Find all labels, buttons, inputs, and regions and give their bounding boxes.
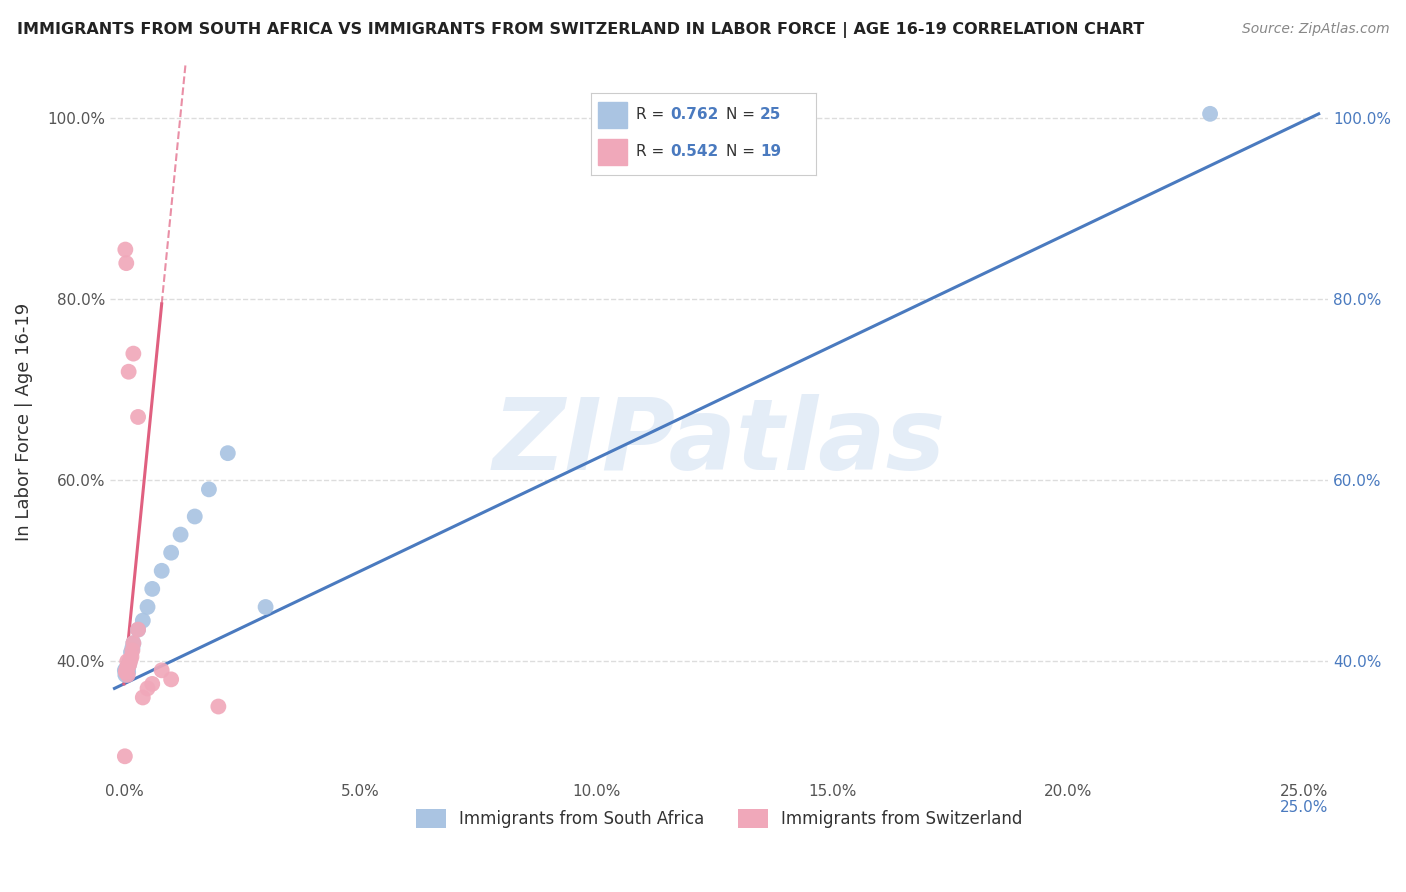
Point <box>114 668 136 682</box>
Point <box>115 663 138 677</box>
Point <box>120 652 142 666</box>
Point <box>120 645 142 659</box>
Point <box>117 658 139 673</box>
Point <box>1199 107 1222 121</box>
Point <box>118 654 141 668</box>
Point <box>127 409 149 424</box>
Point <box>115 661 138 675</box>
Point <box>141 582 163 596</box>
Legend: Immigrants from South Africa, Immigrants from Switzerland: Immigrants from South Africa, Immigrants… <box>409 802 1029 835</box>
Point <box>127 623 149 637</box>
Point <box>122 346 145 360</box>
Point <box>115 661 138 675</box>
Point <box>121 640 143 655</box>
Point <box>169 527 191 541</box>
Point <box>127 623 149 637</box>
Point <box>122 636 145 650</box>
Point <box>117 668 139 682</box>
Point <box>115 665 138 679</box>
Point <box>121 643 143 657</box>
Point <box>121 649 143 664</box>
Point <box>118 656 141 670</box>
Text: IMMIGRANTS FROM SOUTH AFRICA VS IMMIGRANTS FROM SWITZERLAND IN LABOR FORCE | AGE: IMMIGRANTS FROM SOUTH AFRICA VS IMMIGRAN… <box>17 22 1144 38</box>
Point <box>160 546 183 560</box>
Point <box>115 662 138 676</box>
Point <box>114 243 136 257</box>
Point <box>198 483 221 497</box>
Point <box>150 663 173 677</box>
Text: ZIPatlas: ZIPatlas <box>492 394 945 491</box>
Point <box>217 446 239 460</box>
Text: Source: ZipAtlas.com: Source: ZipAtlas.com <box>1241 22 1389 37</box>
Point <box>114 665 136 680</box>
Point <box>115 256 138 270</box>
Point <box>141 677 163 691</box>
Point <box>117 658 139 673</box>
Point <box>132 690 155 705</box>
Point <box>115 654 138 668</box>
Text: 25.0%: 25.0% <box>1281 800 1329 814</box>
Point <box>114 665 136 680</box>
Y-axis label: In Labor Force | Age 16-19: In Labor Force | Age 16-19 <box>15 302 32 541</box>
Point <box>132 614 155 628</box>
Point <box>184 509 207 524</box>
Point <box>254 599 277 614</box>
Point <box>136 681 159 696</box>
Point <box>114 749 136 764</box>
Point <box>136 599 159 614</box>
Point <box>117 365 139 379</box>
Point <box>117 660 139 674</box>
Point <box>117 665 139 680</box>
Point <box>207 699 229 714</box>
Point <box>122 636 145 650</box>
Point <box>114 663 136 677</box>
Point <box>150 564 173 578</box>
Point <box>160 673 183 687</box>
